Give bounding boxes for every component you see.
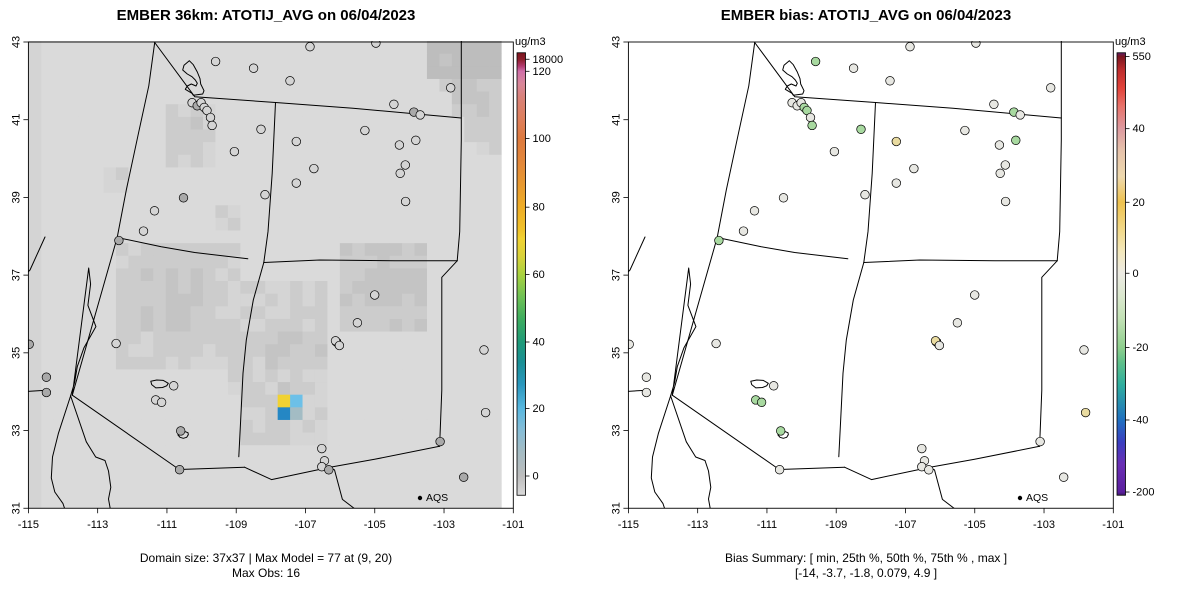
svg-text:-105: -105 <box>964 519 986 531</box>
svg-text:100: 100 <box>533 133 551 145</box>
svg-text:-200: -200 <box>1133 487 1155 499</box>
svg-text:33: 33 <box>10 424 22 436</box>
svg-text:33: 33 <box>610 424 622 436</box>
svg-text:43: 43 <box>10 36 22 48</box>
svg-text:20: 20 <box>533 403 545 415</box>
svg-text:18000: 18000 <box>533 54 564 66</box>
svg-text:-20: -20 <box>1133 342 1149 354</box>
svg-text:-113: -113 <box>87 519 108 531</box>
svg-text:31: 31 <box>610 502 622 514</box>
svg-text:AQS: AQS <box>426 492 448 504</box>
svg-text:41: 41 <box>10 114 22 126</box>
svg-text:Domain size: 37x37 | Max Model: Domain size: 37x37 | Max Model = 77 at (… <box>140 551 392 565</box>
svg-text:-113: -113 <box>687 519 708 531</box>
svg-text:ug/m3: ug/m3 <box>1115 36 1146 48</box>
svg-text:37: 37 <box>10 269 22 281</box>
svg-text:40: 40 <box>1133 123 1145 135</box>
svg-text:-111: -111 <box>757 519 777 531</box>
svg-text:550: 550 <box>1133 51 1151 63</box>
svg-text:-109: -109 <box>825 519 847 531</box>
svg-text:-109: -109 <box>225 519 247 531</box>
svg-text:-107: -107 <box>894 519 916 531</box>
svg-text:Bias Summary: [ min, 25th %, 5: Bias Summary: [ min, 25th %, 50th %, 75t… <box>725 551 1007 565</box>
svg-text:Max Obs: 16: Max Obs: 16 <box>232 566 300 580</box>
svg-text:-40: -40 <box>1133 414 1149 426</box>
svg-text:20: 20 <box>1133 197 1145 209</box>
svg-text:-105: -105 <box>364 519 386 531</box>
svg-text:41: 41 <box>610 114 622 126</box>
svg-text:-103: -103 <box>433 519 455 531</box>
svg-text:39: 39 <box>10 191 22 203</box>
svg-text:-107: -107 <box>294 519 316 531</box>
svg-text:AQS: AQS <box>1026 492 1048 504</box>
svg-text:-115: -115 <box>618 519 639 531</box>
svg-text:-101: -101 <box>1102 519 1124 531</box>
svg-text:80: 80 <box>533 202 545 214</box>
svg-text:43: 43 <box>610 36 622 48</box>
svg-text:35: 35 <box>10 347 22 359</box>
svg-text:EMBER 36km: ATOTIJ_AVG on 06/0: EMBER 36km: ATOTIJ_AVG on 06/04/2023 <box>117 7 416 24</box>
svg-text:-101: -101 <box>502 519 524 531</box>
svg-text:-111: -111 <box>157 519 177 531</box>
svg-text:60: 60 <box>533 269 545 281</box>
svg-text:40: 40 <box>533 337 545 349</box>
svg-text:35: 35 <box>610 347 622 359</box>
svg-text:0: 0 <box>533 471 539 483</box>
svg-text:[-14, -3.7, -1.8, 0.079, 4: [-14, -3.7, -1.8, 0.079, 4.9 ] <box>795 566 937 580</box>
svg-text:31: 31 <box>10 502 22 514</box>
svg-text:37: 37 <box>610 269 622 281</box>
svg-text:120: 120 <box>533 66 551 78</box>
svg-text:EMBER bias: ATOTIJ_AVG on 06/0: EMBER bias: ATOTIJ_AVG on 06/04/2023 <box>721 7 1011 24</box>
svg-text:39: 39 <box>610 191 622 203</box>
svg-text:0: 0 <box>1133 268 1139 280</box>
svg-text:ug/m3: ug/m3 <box>515 36 546 48</box>
svg-text:-115: -115 <box>18 519 39 531</box>
svg-text:-103: -103 <box>1033 519 1055 531</box>
